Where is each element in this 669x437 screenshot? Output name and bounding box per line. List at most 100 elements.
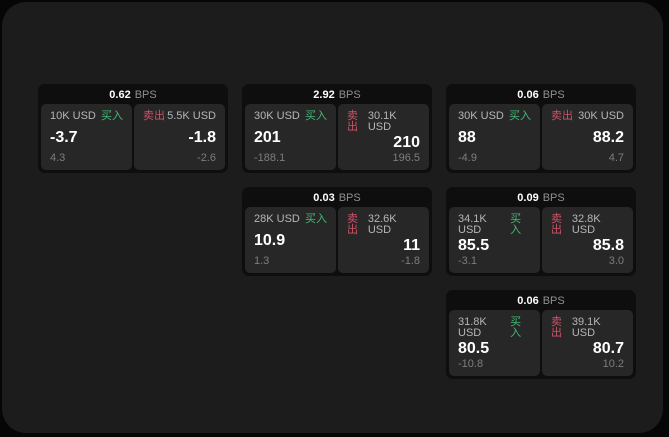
buy-tile-header: 10K USD 买入: [50, 111, 123, 122]
sell-tile[interactable]: 卖出 39.1K USD 80.7 10.2: [542, 310, 633, 376]
buy-tile[interactable]: 31.8K USD 买入 80.5 -10.8: [449, 310, 540, 376]
sell-tile-header: 卖出 30.1K USD: [347, 111, 420, 133]
sell-price: 85.8: [592, 237, 624, 254]
sell-amount-label: 32.8K USD: [571, 213, 601, 236]
sell-tag: 卖出: [347, 110, 358, 133]
card-body: 30K USD 买入 88 -4.9 卖出 30K USD 88.2 4.7: [446, 103, 636, 173]
buy-amount-label: 31.8K USD: [458, 316, 487, 339]
buy-delta: 1.3: [254, 255, 270, 267]
buy-tile-header: 30K USD 买入: [254, 111, 327, 122]
sell-price: 80.7: [592, 340, 624, 357]
buy-delta: -3.1: [458, 255, 477, 267]
bps-unit-label: BPS: [338, 88, 361, 101]
sell-tag: 卖出: [347, 213, 358, 236]
card-body: 10K USD 买入 -3.7 4.3 卖出 5.5K USD -1.8 -2.…: [38, 103, 228, 173]
sell-delta: 196.5: [392, 152, 420, 164]
sell-tile[interactable]: 卖出 30K USD 88.2 4.7: [542, 104, 633, 170]
buy-price: -3.7: [50, 128, 78, 146]
buy-tile[interactable]: 10K USD 买入 -3.7 4.3: [41, 104, 132, 170]
sell-tile[interactable]: 卖出 5.5K USD -1.8 -2.6: [134, 104, 225, 170]
quote-card: 0.09 BPS 34.1K USD 买入 85.5 -3.1 卖出 32.8K…: [446, 187, 636, 276]
card-header: 0.06 BPS: [446, 84, 636, 103]
quote-card: 0.62 BPS 10K USD 买入 -3.7 4.3 卖出 5.5K USD…: [38, 84, 228, 173]
card-body: 30K USD 买入 201 -188.1 卖出 30.1K USD 210 1…: [242, 103, 432, 173]
sell-price: -1.8: [188, 128, 216, 146]
buy-tile[interactable]: 30K USD 买入 88 -4.9: [449, 104, 540, 170]
buy-delta: -4.9: [458, 152, 477, 164]
sell-tile[interactable]: 卖出 32.8K USD 85.8 3.0: [542, 207, 633, 273]
buy-amount-label: 28K USD: [254, 213, 300, 225]
buy-price: 10.9: [254, 231, 286, 249]
main-panel: 0.62 BPS 10K USD 买入 -3.7 4.3 卖出 5.5K USD…: [2, 2, 663, 433]
card-header: 0.06 BPS: [446, 290, 636, 309]
sell-price: 210: [393, 134, 420, 151]
card-header: 0.62 BPS: [38, 84, 228, 103]
bps-value: 0.62: [109, 88, 131, 101]
sell-tag: 卖出: [551, 316, 562, 339]
buy-tile-header: 30K USD 买入: [458, 111, 531, 122]
sell-tag: 卖出: [551, 213, 562, 236]
bps-value: 0.09: [517, 191, 539, 204]
buy-tile-header: 28K USD 买入: [254, 214, 327, 225]
buy-delta: -10.8: [458, 358, 484, 370]
card-body: 31.8K USD 买入 80.5 -10.8 卖出 39.1K USD 80.…: [446, 309, 636, 379]
card-grid: 0.62 BPS 10K USD 买入 -3.7 4.3 卖出 5.5K USD…: [38, 84, 636, 379]
card-body: 34.1K USD 买入 85.5 -3.1 卖出 32.8K USD 85.8…: [446, 206, 636, 276]
bps-unit-label: BPS: [338, 191, 361, 204]
bps-unit-label: BPS: [542, 88, 565, 101]
card-header: 0.09 BPS: [446, 187, 636, 206]
buy-price: 201: [254, 128, 281, 146]
quote-card: 2.92 BPS 30K USD 买入 201 -188.1 卖出 30.1K …: [242, 84, 432, 173]
quote-card: 0.06 BPS 30K USD 买入 88 -4.9 卖出 30K USD 8…: [446, 84, 636, 173]
buy-tag: 买入: [305, 110, 327, 122]
bps-value: 0.06: [517, 88, 539, 101]
bps-unit-label: BPS: [542, 294, 565, 307]
sell-amount-label: 32.6K USD: [367, 213, 397, 236]
quote-card: 0.06 BPS 31.8K USD 买入 80.5 -10.8 卖出 39.1…: [446, 290, 636, 379]
sell-delta: -2.6: [197, 152, 216, 164]
buy-tile-header: 31.8K USD 买入: [458, 317, 531, 339]
buy-tag: 买入: [305, 213, 327, 225]
sell-price: 88.2: [592, 128, 624, 146]
buy-price: 88: [458, 128, 476, 146]
sell-price: 11: [403, 237, 420, 254]
sell-tile[interactable]: 卖出 30.1K USD 210 196.5: [338, 104, 429, 170]
sell-tile[interactable]: 卖出 32.6K USD 11 -1.8: [338, 207, 429, 273]
buy-price: 85.5: [458, 237, 490, 254]
buy-price: 80.5: [458, 340, 490, 357]
card-header: 0.03 BPS: [242, 187, 432, 206]
sell-tile-header: 卖出 5.5K USD: [143, 111, 216, 122]
bps-value: 0.03: [313, 191, 335, 204]
buy-tile-header: 34.1K USD 买入: [458, 214, 531, 236]
buy-amount-label: 10K USD: [50, 110, 96, 122]
buy-tag: 买入: [509, 110, 531, 122]
buy-tag: 买入: [101, 110, 123, 122]
buy-tag: 买入: [510, 213, 522, 236]
sell-delta: 3.0: [608, 255, 624, 267]
card-body: 28K USD 买入 10.9 1.3 卖出 32.6K USD 11 -1.8: [242, 206, 432, 276]
sell-amount-label: 30K USD: [578, 110, 624, 122]
buy-tag: 买入: [510, 316, 522, 339]
sell-delta: -1.8: [401, 255, 420, 267]
buy-delta: 4.3: [50, 152, 66, 164]
sell-tag: 卖出: [551, 110, 573, 122]
buy-tile[interactable]: 30K USD 买入 201 -188.1: [245, 104, 336, 170]
bps-unit-label: BPS: [542, 191, 565, 204]
quote-card: 0.03 BPS 28K USD 买入 10.9 1.3 卖出 32.6K US…: [242, 187, 432, 276]
buy-amount-label: 30K USD: [254, 110, 300, 122]
bps-value: 2.92: [313, 88, 335, 101]
sell-amount-label: 30.1K USD: [367, 110, 397, 133]
sell-amount-label: 39.1K USD: [571, 316, 601, 339]
buy-tile[interactable]: 34.1K USD 买入 85.5 -3.1: [449, 207, 540, 273]
sell-delta: 10.2: [602, 358, 624, 370]
sell-tile-header: 卖出 30K USD: [551, 111, 624, 122]
sell-tile-header: 卖出 39.1K USD: [551, 317, 624, 339]
buy-tile[interactable]: 28K USD 买入 10.9 1.3: [245, 207, 336, 273]
bps-unit-label: BPS: [134, 88, 157, 101]
sell-tile-header: 卖出 32.8K USD: [551, 214, 624, 236]
sell-tag: 卖出: [143, 110, 165, 122]
bps-value: 0.06: [517, 294, 539, 307]
buy-delta: -188.1: [254, 152, 286, 164]
sell-delta: 4.7: [608, 152, 624, 164]
